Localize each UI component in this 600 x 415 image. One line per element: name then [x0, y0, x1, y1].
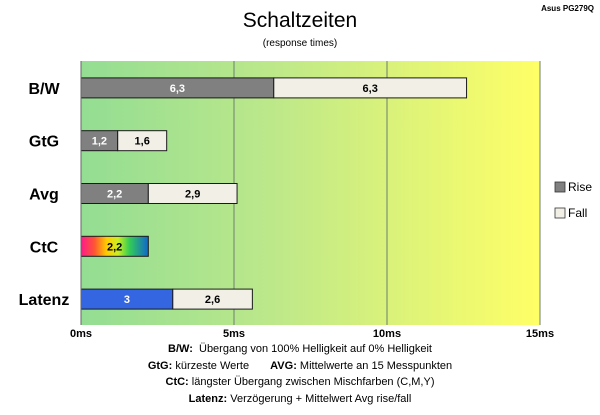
x-tick-label: 10ms	[373, 328, 401, 340]
data-label-rise: 6,3	[170, 83, 185, 95]
data-label-fall: 1,6	[135, 136, 150, 148]
legend: Rise Fall	[554, 180, 592, 220]
chart-title: Schaltzeiten	[243, 9, 357, 32]
footnote-text: kürzeste Werte	[175, 359, 250, 372]
data-label-fall: 2,9	[185, 189, 200, 201]
legend-label-rise: Rise	[568, 180, 592, 194]
footnote-bw: B/W: Übergang von 100% Helligkeit auf 0%…	[0, 341, 600, 358]
category-labels: B/W GtG Avg CtC Latenz	[19, 81, 70, 309]
category-label: CtC	[30, 239, 59, 256]
x-tick-label: 15ms	[526, 328, 554, 340]
footnote-term: AVG:	[270, 359, 297, 372]
data-label-fall: 2,6	[205, 294, 220, 306]
chart-subtitle: (response times)	[263, 38, 337, 49]
data-label-rise: 3	[124, 294, 130, 306]
category-label: Avg	[29, 187, 59, 204]
category-label: GtG	[29, 134, 59, 151]
footnote-text: Übergang von 100% Helligkeit auf 0% Hell…	[199, 343, 432, 355]
footnote-term: CtC:	[165, 376, 189, 388]
data-label-rise: 2,2	[107, 241, 122, 253]
x-tick-labels: 0ms 5ms 10ms 15ms	[70, 328, 554, 340]
data-label-fall: 6,3	[363, 83, 378, 95]
footnote-ctc: CtC: längster Übergang zwischen Mischfar…	[0, 374, 600, 391]
footnote-gtg-avg: GtG: kürzeste Werte AVG: Mittelwerte an …	[0, 358, 600, 375]
x-tick-label: 0ms	[70, 328, 92, 340]
footnote-text: Mittelwerte an 15 Messpunkten	[299, 359, 453, 372]
footnote-term: Latenz:	[188, 392, 228, 405]
category-label: B/W	[28, 81, 60, 98]
footnote-term: B/W:	[168, 343, 193, 355]
footnote-text: Verzögerung + Mittelwert Avg rise/fall	[230, 392, 412, 405]
bar-fall	[147, 183, 238, 204]
bar-fall	[273, 77, 468, 99]
legend-swatch-rise	[554, 181, 566, 193]
footnote-text: längster Übergang zwischen Mischfarben (…	[191, 376, 435, 388]
footnotes: B/W: Übergang von 100% Helligkeit auf 0%…	[0, 341, 600, 407]
corner-label: Asus PG279Q	[541, 4, 594, 13]
data-label-rise: 2,2	[107, 189, 122, 201]
legend-label-fall: Fall	[568, 206, 587, 220]
bar-fall	[117, 130, 168, 152]
category-label: Latenz	[19, 292, 70, 309]
bars: 6,3 6,3 1,2 1,6 2,2 2,9 2,2 3 2,6	[80, 77, 468, 310]
data-label-rise: 1,2	[92, 136, 107, 148]
x-tick-label: 5ms	[223, 328, 245, 340]
legend-swatch-fall	[554, 207, 566, 219]
bar-fall	[172, 288, 253, 310]
footnote-term: GtG:	[147, 359, 173, 372]
footnote-latenz: Latenz: Verzögerung + Mittelwert Avg ris…	[0, 391, 600, 408]
